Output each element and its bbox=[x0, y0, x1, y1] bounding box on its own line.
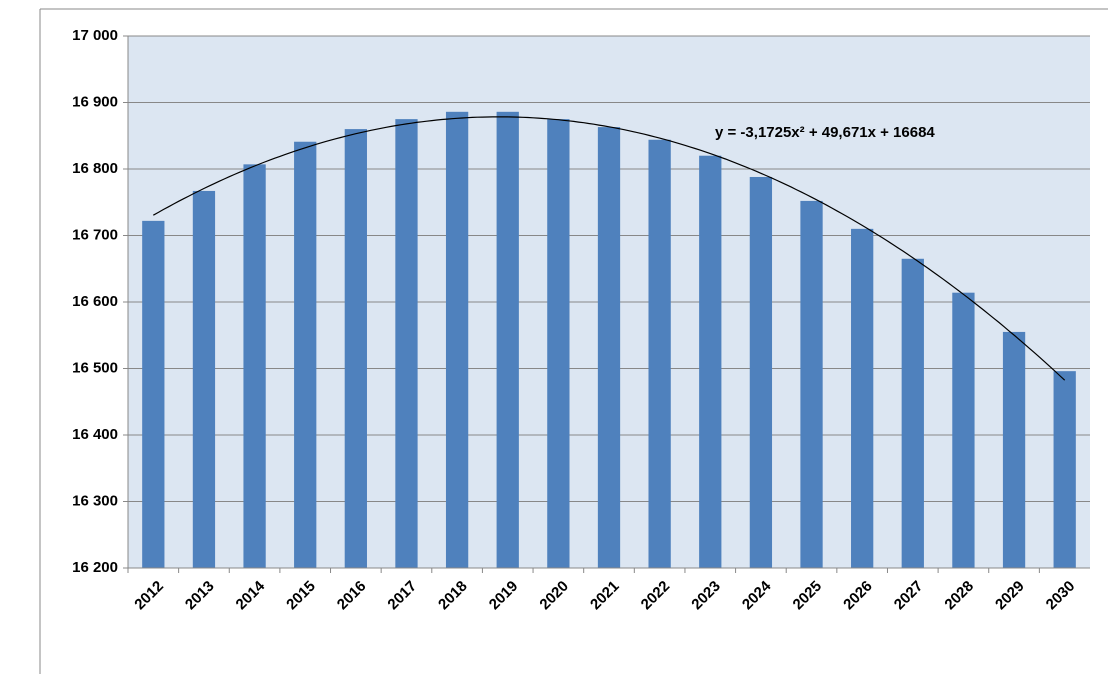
y-tick-label: 16 700 bbox=[72, 226, 118, 243]
bar bbox=[1002, 331, 1026, 568]
bar bbox=[445, 111, 469, 568]
bar bbox=[901, 258, 924, 568]
y-tick-label: 16 300 bbox=[72, 492, 118, 509]
trendline bbox=[153, 116, 1066, 381]
bar bbox=[142, 220, 165, 568]
bar bbox=[800, 200, 823, 569]
trendline-label: y = -3,1725x² + 49,671x + 16684 bbox=[715, 124, 935, 141]
y-tick-label: 16 800 bbox=[72, 160, 118, 177]
y-tick-label: 16 200 bbox=[72, 559, 118, 576]
bar bbox=[749, 176, 773, 569]
bar bbox=[294, 141, 317, 569]
bar bbox=[496, 111, 519, 568]
y-tick-label: 17 000 bbox=[72, 27, 118, 44]
bar bbox=[952, 292, 975, 568]
bar bbox=[1053, 371, 1076, 568]
bar bbox=[547, 119, 570, 568]
bar bbox=[395, 119, 418, 568]
bar bbox=[192, 190, 216, 568]
bar bbox=[699, 155, 722, 568]
bar bbox=[851, 228, 874, 568]
y-tick-label: 16 400 bbox=[72, 426, 118, 443]
bar bbox=[648, 139, 671, 569]
bar bbox=[597, 127, 621, 568]
bar bbox=[243, 164, 266, 568]
bar bbox=[344, 129, 367, 568]
y-tick-label: 16 600 bbox=[72, 293, 118, 310]
y-tick-label: 16 500 bbox=[72, 359, 118, 376]
y-tick-label: 16 900 bbox=[72, 93, 118, 110]
